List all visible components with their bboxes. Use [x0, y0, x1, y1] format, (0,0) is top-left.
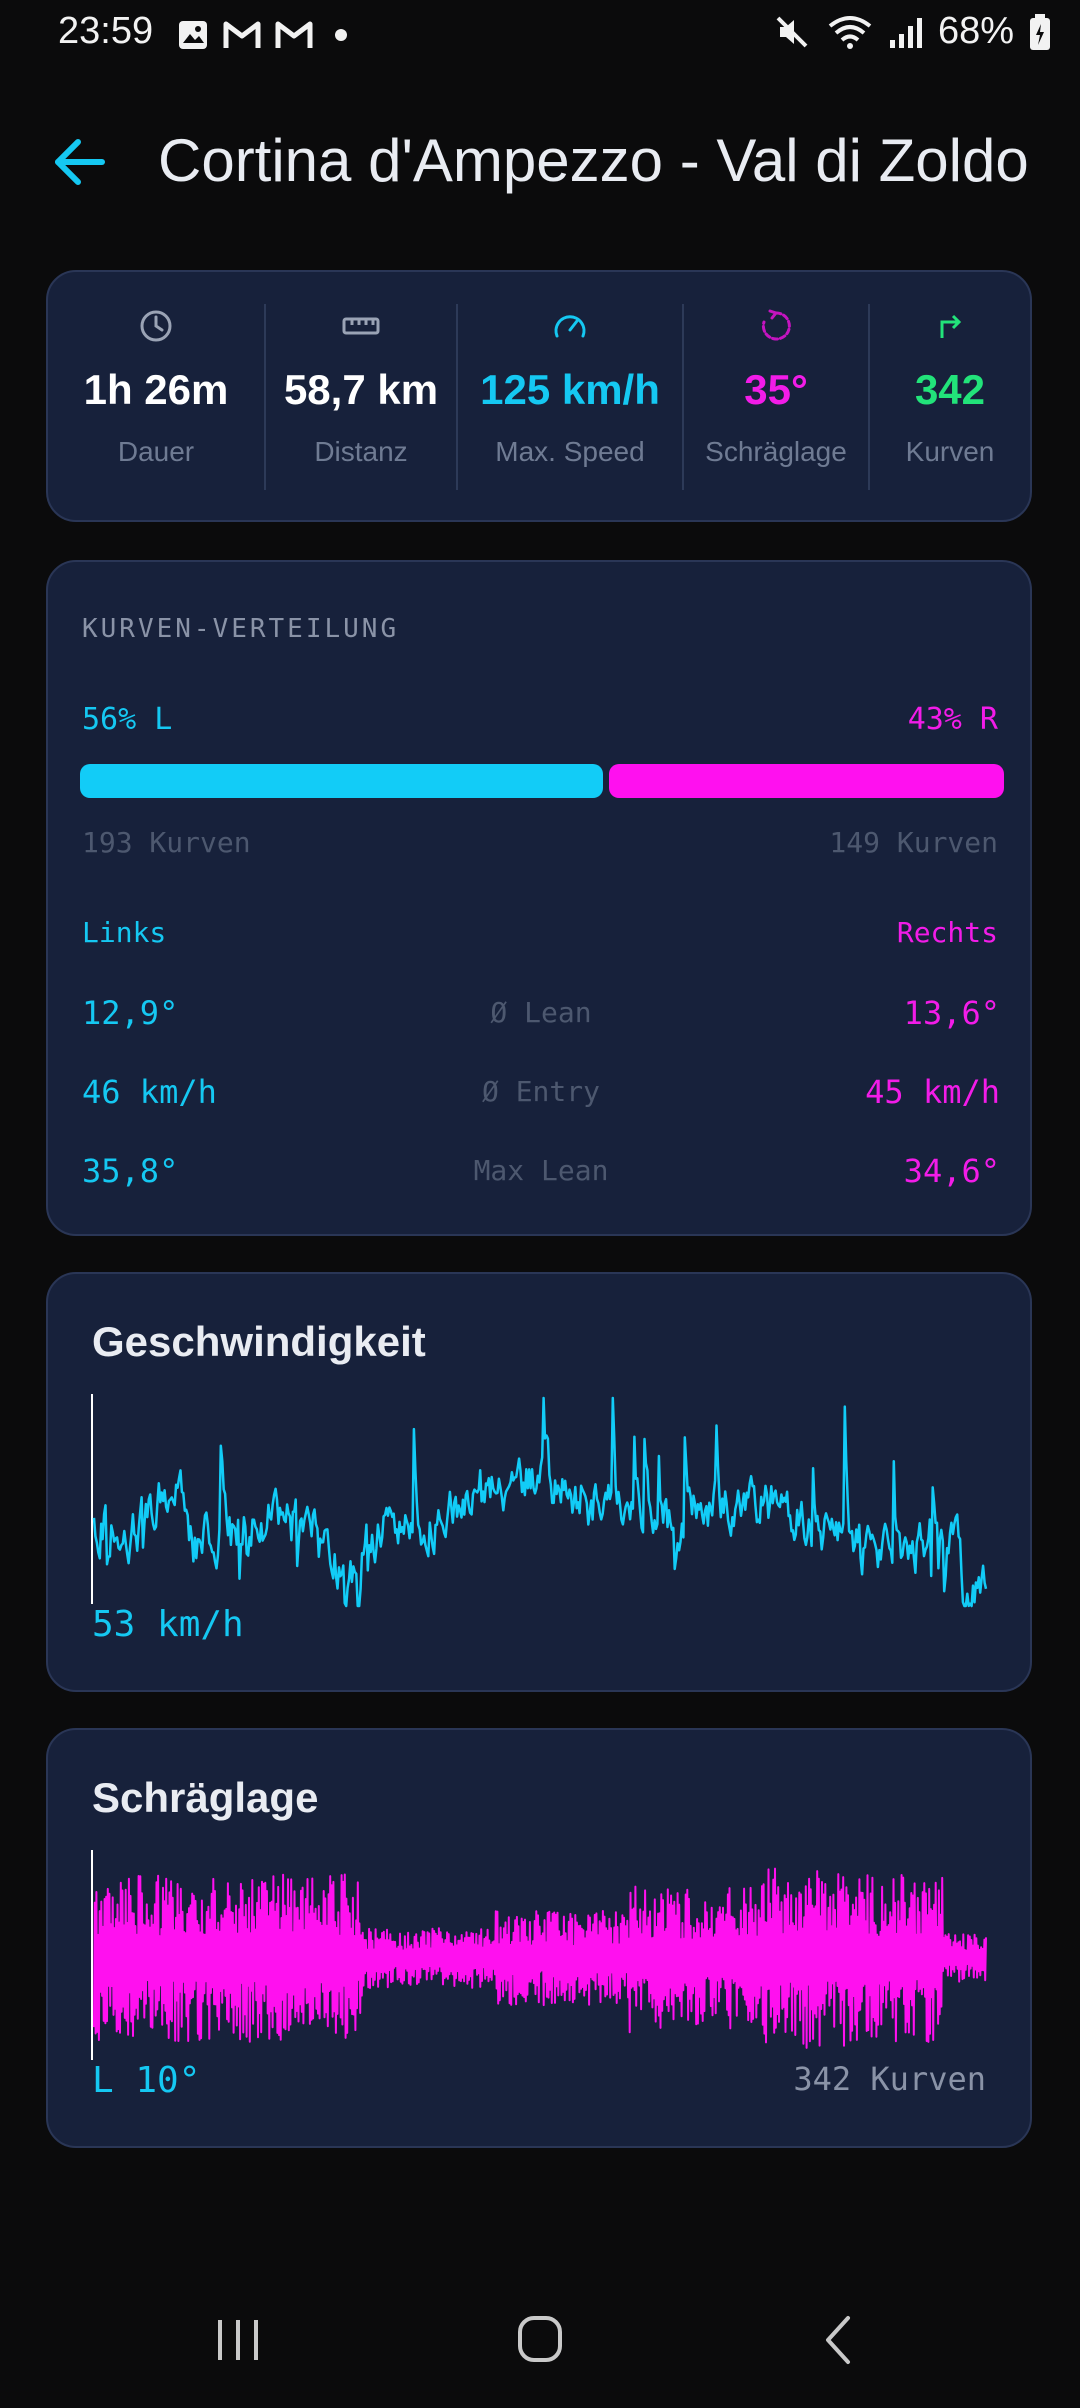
speed-readout: 53 km/h — [92, 1604, 244, 1645]
left-curve-count: 193 Kurven — [82, 826, 251, 859]
status-time: 23:59 — [58, 10, 154, 52]
right-value: 34,6° — [903, 1152, 1000, 1190]
left-value: 35,8° — [82, 1152, 179, 1190]
row-avg-entry: 46 km/h Ø Entry 45 km/h — [82, 1073, 1000, 1117]
stat-value: 125 km/h — [480, 366, 660, 413]
stat-max-speed: 125 km/h Max. Speed — [458, 272, 682, 520]
battery-icon — [1030, 13, 1050, 50]
left-heading: Links — [82, 916, 167, 949]
home-icon — [518, 2316, 562, 2362]
row-avg-lean: 12,9° Ø Lean 13,6° — [82, 994, 1000, 1038]
lean-series-line — [93, 1867, 987, 2049]
stat-label: Kurven — [905, 436, 995, 467]
wifi-icon — [828, 15, 872, 49]
stat-value: 342 — [914, 366, 986, 413]
battery-level: 68% — [937, 10, 1014, 52]
turn-right-icon — [940, 314, 962, 338]
left-value: 12,9° — [82, 994, 179, 1032]
gmail-icon — [223, 21, 261, 48]
back-button[interactable] — [50, 132, 110, 192]
ride-summary-card: 1h 26m Dauer 58,7 km Distanz 125 km/h Ma… — [46, 270, 1032, 522]
lean-chart[interactable] — [90, 1850, 994, 2066]
speed-series-line — [92, 1396, 988, 1608]
right-curve-count: 149 Kurven — [829, 826, 998, 859]
right-value: 13,6° — [903, 994, 1000, 1032]
recents-button[interactable] — [198, 2310, 278, 2370]
image-icon — [179, 21, 207, 49]
stat-label: Max. Speed — [495, 436, 645, 467]
speed-chart-card: Geschwindigkeit 53 km/h — [46, 1272, 1032, 1692]
stat-duration: 1h 26m Dauer — [48, 272, 264, 520]
system-icons: 68% — [772, 10, 1052, 53]
ruler-icon — [342, 317, 380, 335]
system-navigation-bar — [0, 2270, 1080, 2408]
right-heading: Rechts — [896, 916, 998, 949]
divider — [682, 304, 684, 490]
status-bar: 23:59 68% — [0, 0, 1080, 72]
row-max-lean: 35,8° Max Lean 34,6° — [82, 1152, 1000, 1196]
mute-icon — [776, 16, 808, 47]
notification-icons — [176, 18, 356, 52]
stat-value: 1h 26m — [83, 366, 229, 413]
stat-label: Dauer — [117, 436, 195, 467]
left-ratio-bar — [80, 764, 603, 798]
left-value: 46 km/h — [82, 1073, 217, 1111]
stat-curves: 342 Kurven — [870, 272, 1030, 520]
left-percentage: 56% L — [82, 702, 173, 737]
lean-readout: L 10° — [92, 2060, 201, 2101]
home-button[interactable] — [500, 2310, 580, 2370]
signal-icon — [889, 17, 922, 48]
back-icon — [826, 2316, 850, 2364]
gmail-icon — [275, 21, 313, 48]
stat-value: 58,7 km — [283, 366, 439, 413]
row-label: Max Lean — [473, 1154, 609, 1187]
right-value: 45 km/h — [865, 1073, 1000, 1111]
row-label: Ø Lean — [490, 996, 592, 1029]
clock-icon — [140, 310, 172, 342]
recents-icon — [218, 2320, 258, 2360]
nav-back-button[interactable] — [800, 2310, 880, 2370]
arrow-left-icon — [55, 139, 105, 185]
top-app-bar: Cortina d'Ampezzo - Val di Zoldo — [0, 110, 1080, 210]
rotate-icon — [761, 309, 791, 341]
stat-lean-angle: 35° Schräglage — [684, 272, 868, 520]
stat-label: Distanz — [314, 436, 408, 467]
stat-label: Schräglage — [705, 436, 847, 467]
dot-icon — [335, 29, 347, 41]
lean-chart-card: Schräglage L 10° 342 Kurven — [46, 1728, 1032, 2148]
curve-distribution-card: KURVEN-VERTEILUNG 56% L 43% R 193 Kurven… — [46, 560, 1032, 1236]
divider — [868, 304, 870, 490]
divider — [264, 304, 266, 490]
page-title: Cortina d'Ampezzo - Val di Zoldo — [158, 127, 1029, 194]
divider — [456, 304, 458, 490]
section-title: KURVEN-VERTEILUNG — [82, 614, 400, 644]
chart-title: Schräglage — [92, 1774, 319, 1821]
speedometer-icon — [554, 315, 586, 338]
stat-value: 35° — [744, 366, 808, 413]
stat-distance: 58,7 km Distanz — [266, 272, 456, 520]
speed-chart[interactable] — [90, 1394, 994, 1610]
lean-curve-count: 342 Kurven — [793, 2060, 986, 2098]
chart-title: Geschwindigkeit — [92, 1318, 426, 1365]
row-label: Ø Entry — [481, 1075, 600, 1108]
right-ratio-bar — [609, 764, 1004, 798]
right-percentage: 43% R — [907, 702, 998, 737]
